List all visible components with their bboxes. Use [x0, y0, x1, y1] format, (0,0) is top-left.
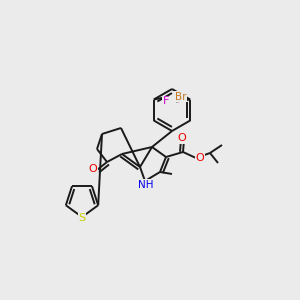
Text: NH: NH: [138, 180, 154, 190]
Text: O: O: [196, 153, 204, 163]
Text: O: O: [88, 164, 98, 174]
Text: Br: Br: [175, 92, 187, 101]
Text: F: F: [163, 97, 169, 106]
Text: S: S: [78, 213, 85, 223]
Text: O: O: [178, 133, 186, 143]
